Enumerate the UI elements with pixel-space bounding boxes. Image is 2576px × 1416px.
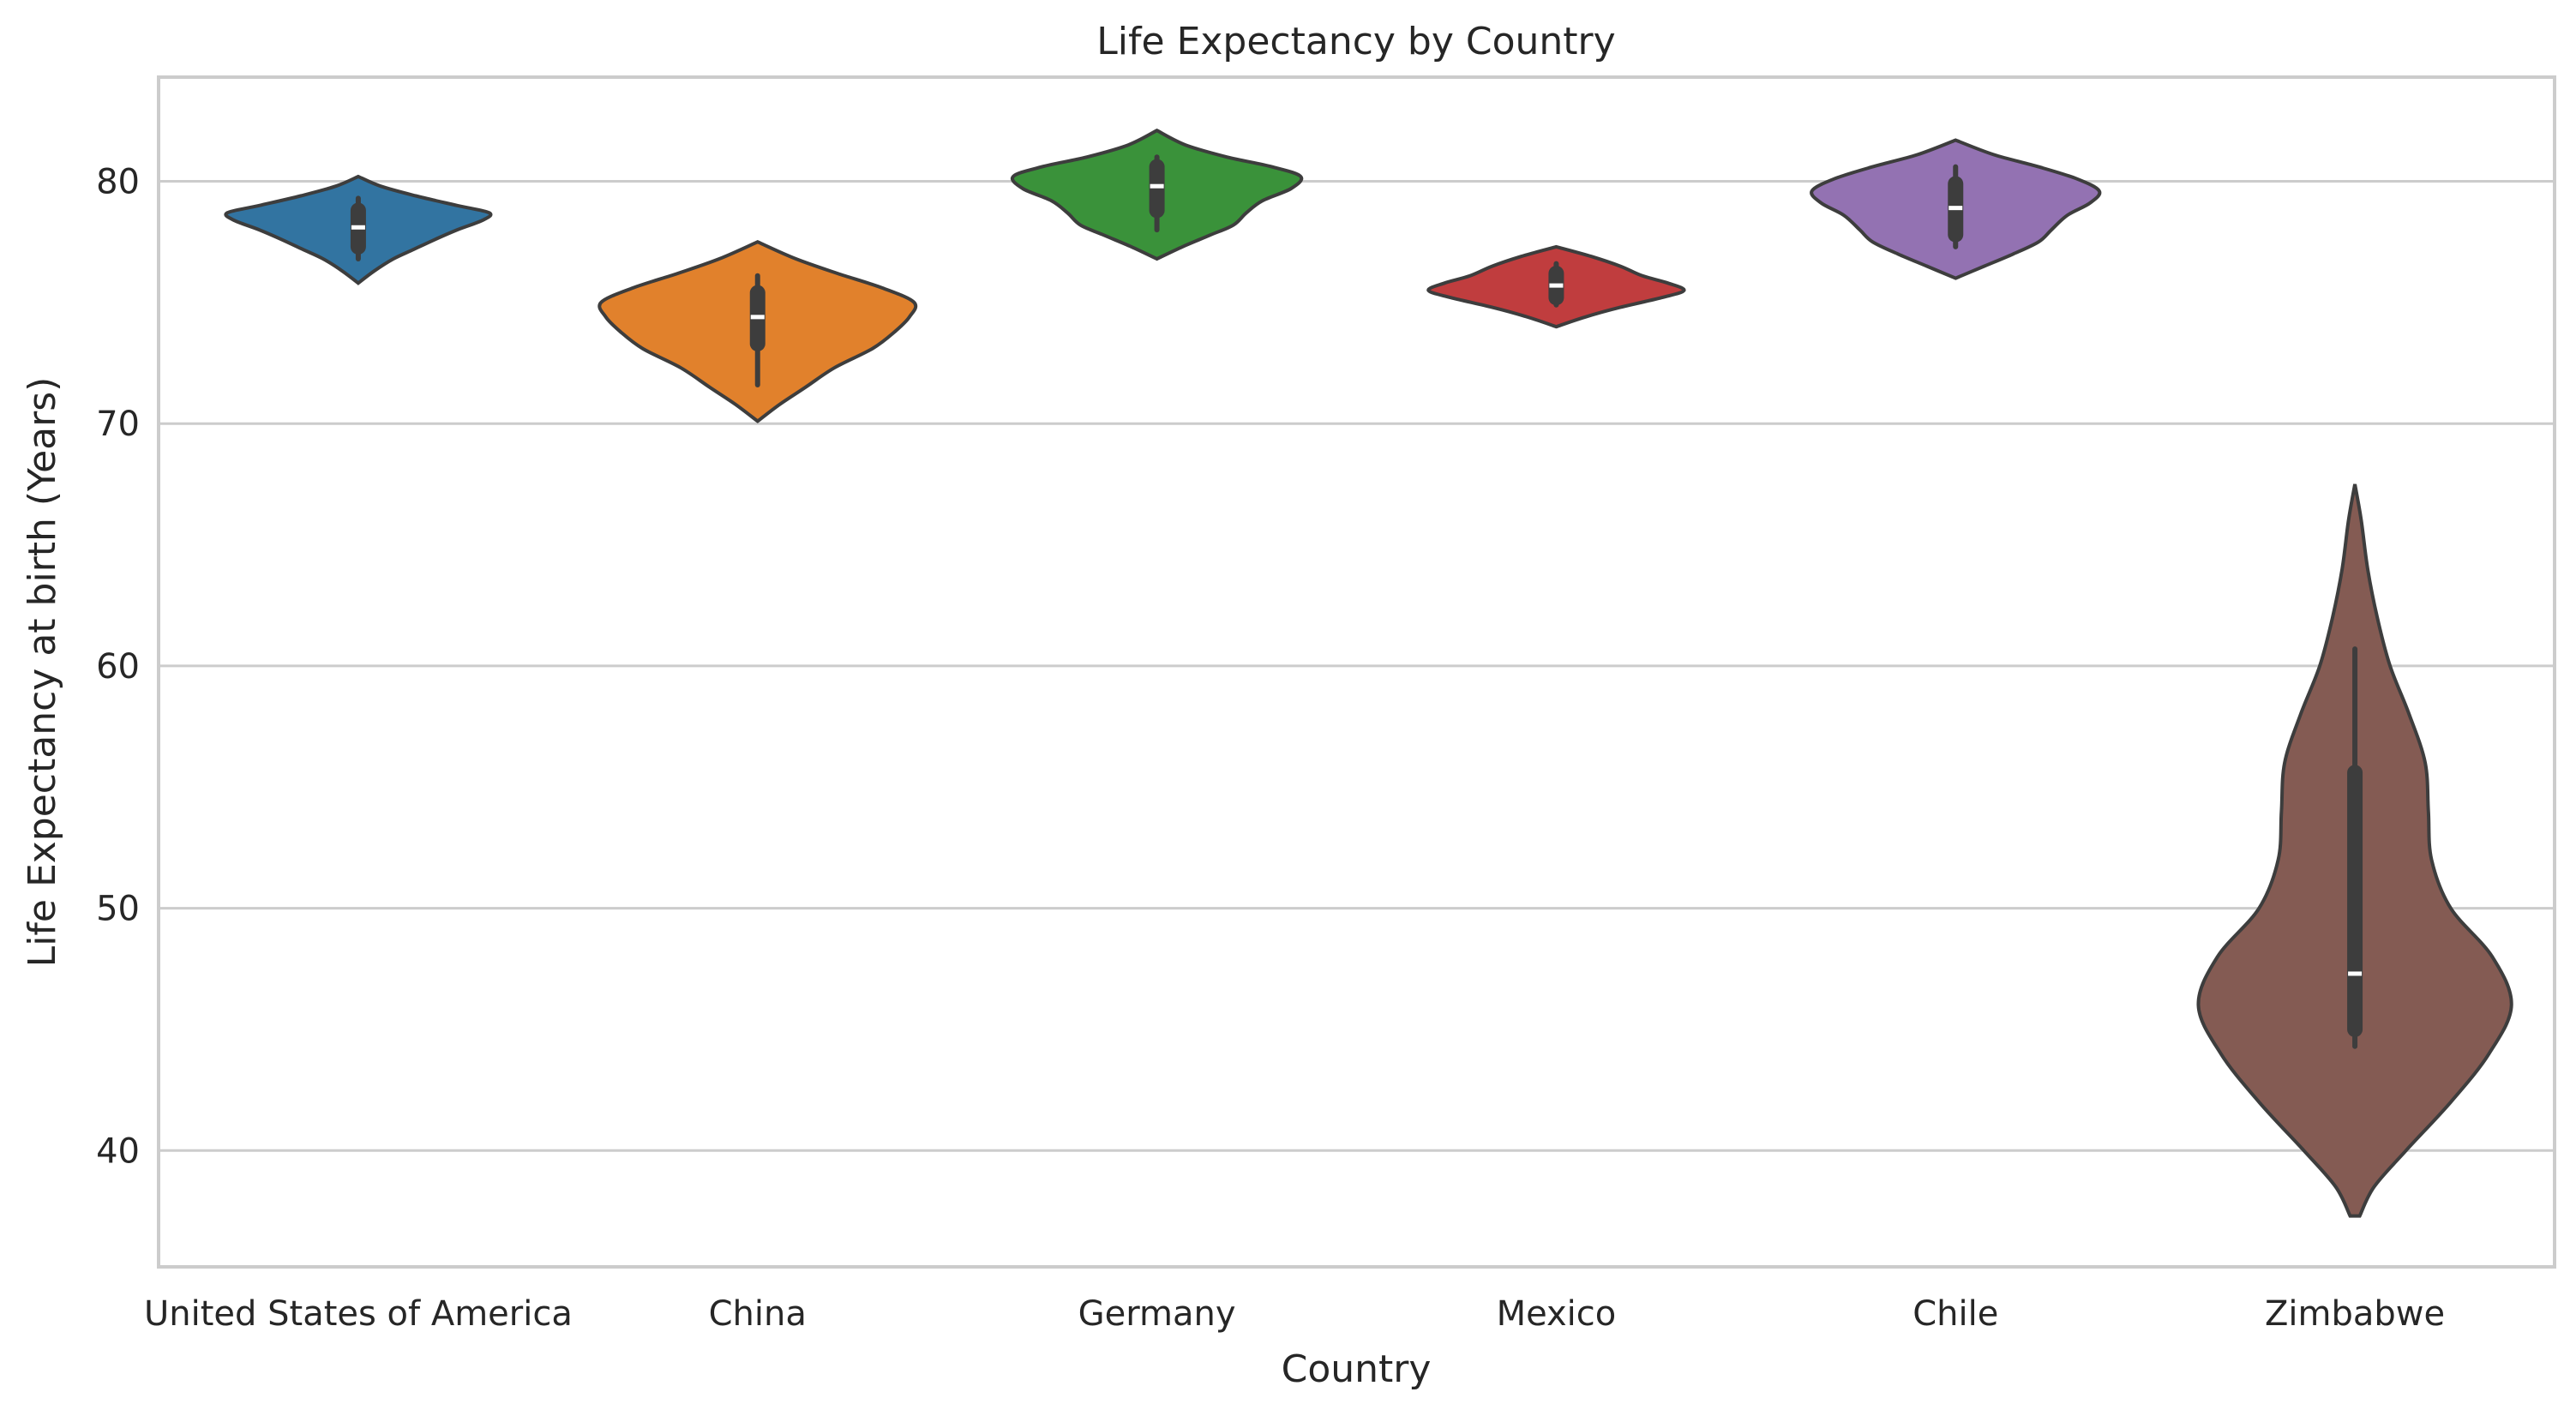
y-tick-70: 70	[96, 405, 140, 444]
y-tick-50: 50	[96, 890, 140, 929]
x-tick-chile: Chile	[1912, 1294, 1998, 1334]
x-tick-china: China	[709, 1294, 807, 1334]
median-germany	[1150, 183, 1164, 189]
violin-germany	[1011, 128, 1304, 261]
median-chile	[1949, 206, 1963, 211]
median-mexico	[1549, 283, 1564, 288]
median-zimbabwe	[2348, 971, 2363, 976]
violin-china	[597, 240, 918, 423]
plot-frame	[157, 75, 2556, 1269]
x-tick-labels: United States of America China Germany Mexi…	[144, 1294, 2445, 1334]
x-tick-united-states-of-america: United States of America	[144, 1294, 573, 1334]
y-axis-label: Life Expectancy at birth (Years)	[21, 377, 64, 968]
x-tick-germany: Germany	[1078, 1294, 1236, 1334]
median-united-states-of-america	[351, 225, 365, 230]
y-tick-labels: 40 50 60 70 80	[96, 163, 140, 1172]
violin-united-states-of-america	[224, 174, 493, 285]
median-china	[750, 315, 765, 320]
y-tick-40: 40	[96, 1131, 140, 1171]
violin-mexico	[1426, 244, 1686, 329]
x-axis-label: Country	[1282, 1347, 1432, 1391]
y-tick-60: 60	[96, 647, 140, 687]
x-tick-zimbabwe: Zimbabwe	[2265, 1294, 2445, 1334]
x-tick-mexico: Mexico	[1497, 1294, 1617, 1334]
chart-title: Life Expectancy by Country	[1096, 20, 1615, 63]
violin-zimbabwe	[2196, 483, 2513, 1218]
violins	[224, 128, 2513, 1218]
gridlines	[159, 180, 2555, 1152]
violin-chile	[1810, 138, 2102, 280]
y-tick-80: 80	[96, 163, 140, 202]
